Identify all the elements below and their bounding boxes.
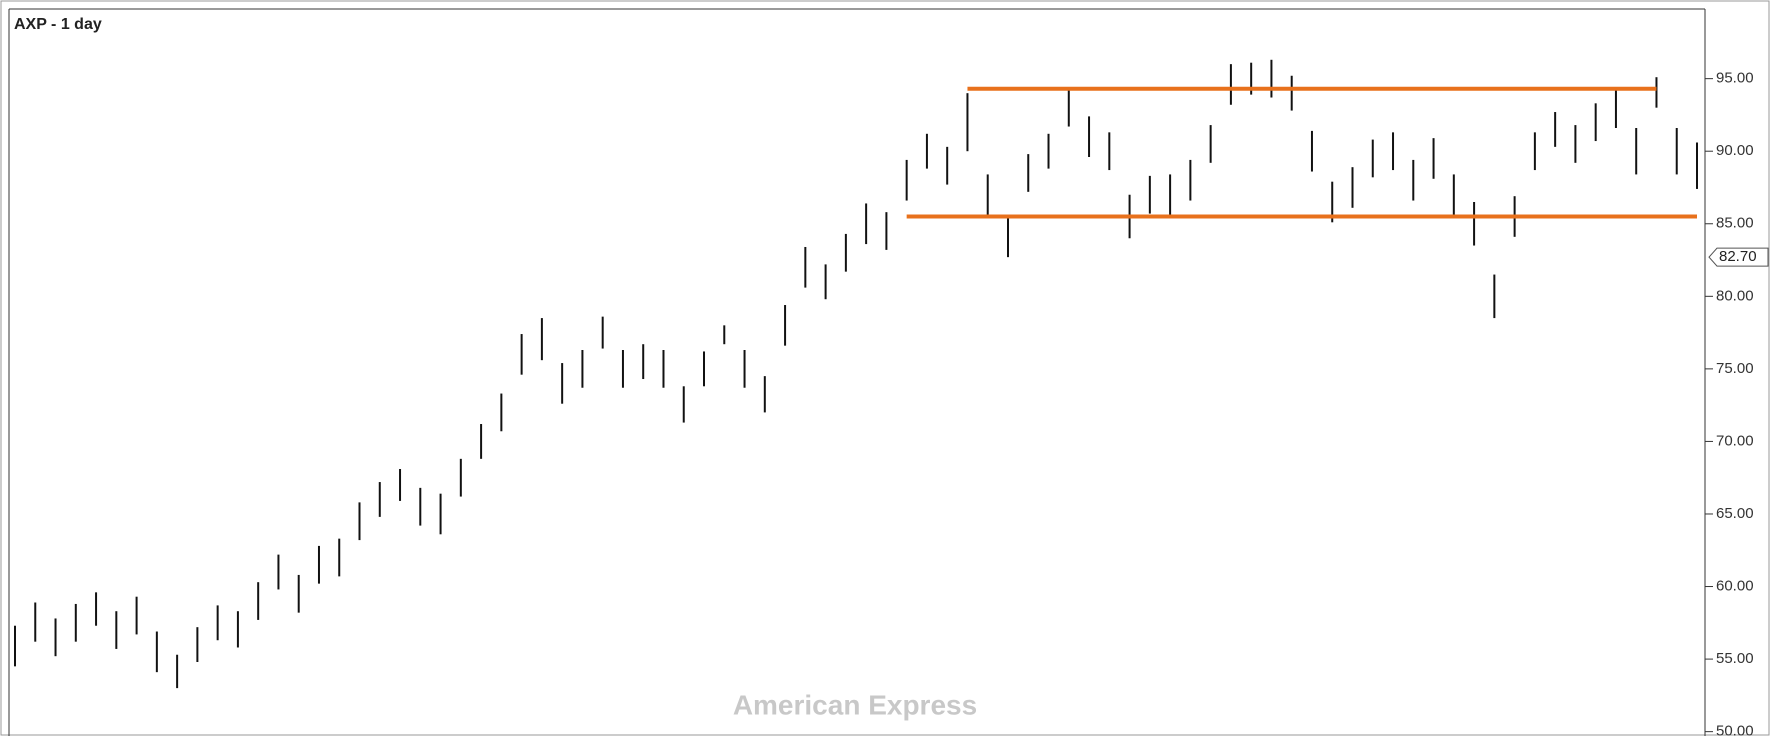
y-tick-label: 85.00 xyxy=(1716,215,1754,232)
y-tick-label: 90.00 xyxy=(1716,142,1754,159)
y-tick-label: 65.00 xyxy=(1716,505,1754,522)
y-tick-label: 80.00 xyxy=(1716,287,1754,304)
y-tick-label: 95.00 xyxy=(1716,70,1754,87)
y-tick-label: 55.00 xyxy=(1716,650,1754,667)
chart-title: AXP - 1 day xyxy=(14,16,102,33)
watermark: American Express xyxy=(733,689,977,720)
last-price-label: 82.70 xyxy=(1719,248,1757,265)
y-tick-label: 75.00 xyxy=(1716,360,1754,377)
y-tick-label: 50.00 xyxy=(1716,723,1754,736)
y-tick-label: 70.00 xyxy=(1716,432,1754,449)
y-tick-label: 60.00 xyxy=(1716,578,1754,595)
last-price-marker xyxy=(1708,247,1769,267)
